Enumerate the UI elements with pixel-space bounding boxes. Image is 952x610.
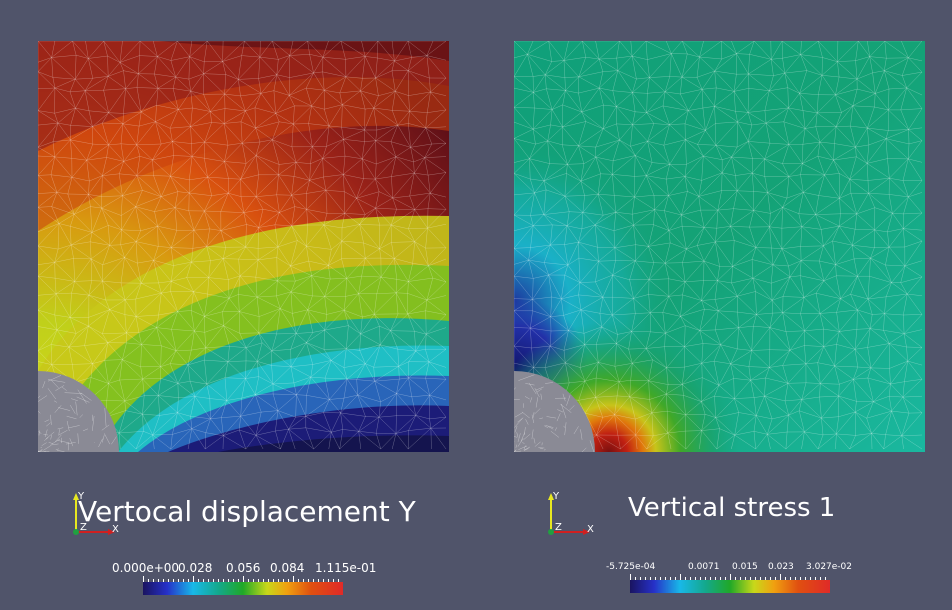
orientation-axes-right: Y Z X [545, 490, 605, 540]
left-colorbar [143, 582, 343, 595]
displacement-render-view[interactable] [38, 41, 449, 452]
hole-mesh-edges [38, 375, 117, 452]
right-colorbar [630, 580, 830, 593]
left-colorbar-label-4: 1.115e-01 [315, 561, 377, 575]
x-axis-label: X [587, 524, 594, 535]
left-view-title: Vertocal displacement Y [78, 495, 416, 528]
z-axis-label: Z [80, 522, 87, 533]
right-colorbar-label-3: 0.023 [768, 562, 794, 572]
mesh-edges [514, 41, 923, 450]
mesh-overlay [38, 41, 447, 450]
y-axis-label: Y [77, 491, 85, 502]
y-axis-label: Y [552, 491, 560, 502]
orientation-axes-left: Y Z X [70, 490, 130, 540]
hole-region [514, 371, 595, 452]
z-axis-label: Z [555, 522, 562, 533]
left-colorbar-label-0: 0.000e+00 [112, 561, 180, 575]
right-colorbar-label-1: 0.0071 [688, 562, 720, 572]
right-colorbar-label-2: 0.015 [732, 562, 758, 572]
left-colorbar-label-2: 0.056 [226, 561, 261, 575]
z-axis-dot [73, 529, 79, 535]
z-axis-dot [548, 529, 554, 535]
right-view-title: Vertical stress 1 [628, 493, 836, 523]
right-colorbar-label-0: -5.725e-04 [606, 562, 656, 572]
stress-field [514, 41, 925, 452]
hole-mesh-edges [514, 374, 595, 452]
x-axis-label: X [112, 524, 119, 535]
displacement-field [38, 41, 449, 452]
left-colorbar-label-3: 0.084 [270, 561, 305, 575]
right-colorbar-label-4: 3.027e-02 [806, 562, 853, 572]
right-colorbar-labels: -5.725e-04 0.0071 0.015 0.023 3.027e-02 [606, 562, 856, 576]
left-colorbar-labels: 0.000e+00 0.028 0.056 0.084 1.115e-01 [112, 561, 376, 577]
stress-render-view[interactable] [514, 41, 925, 452]
left-colorbar-label-1: 0.028 [178, 561, 213, 575]
mesh-edges [38, 41, 447, 450]
mesh-overlay [514, 41, 923, 450]
hole-region [38, 371, 119, 452]
